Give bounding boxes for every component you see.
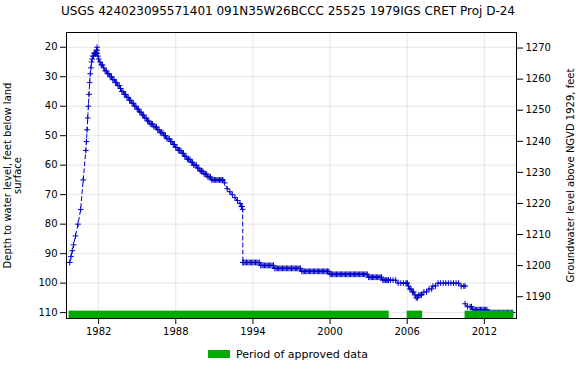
svg-text:1270: 1270 — [526, 42, 551, 53]
svg-text:90: 90 — [45, 248, 58, 259]
svg-text:70: 70 — [45, 189, 58, 200]
svg-text:100: 100 — [38, 277, 57, 288]
svg-text:110: 110 — [38, 307, 57, 318]
svg-text:1988: 1988 — [163, 326, 188, 337]
html-text:Period of approved data: Period of approved data — [235, 347, 369, 361]
svg-text:1230: 1230 — [526, 167, 551, 178]
html-text:USGS 424023095571401 091N35W26: USGS 424023095571401 091N35W26BCCC 25525… — [61, 4, 515, 18]
svg-text:1200: 1200 — [526, 260, 551, 271]
svg-text:1240: 1240 — [526, 136, 551, 147]
svg-text:30: 30 — [45, 71, 58, 82]
svg-text:1994: 1994 — [240, 326, 265, 337]
svg-text:2012: 2012 — [472, 326, 497, 337]
svg-text:1250: 1250 — [526, 104, 551, 115]
svg-text:50: 50 — [45, 130, 58, 141]
svg-text:80: 80 — [45, 218, 58, 229]
svg-text:1260: 1260 — [526, 73, 551, 84]
svg-text:20: 20 — [45, 41, 58, 52]
svg-text:1210: 1210 — [526, 229, 551, 240]
svg-text:1190: 1190 — [526, 291, 551, 302]
svg-text:2006: 2006 — [394, 326, 419, 337]
svg-text:60: 60 — [45, 159, 58, 170]
svg-text:40: 40 — [45, 100, 58, 111]
svg-text:1220: 1220 — [526, 198, 551, 209]
svg-text:2000: 2000 — [317, 326, 342, 337]
svg-text:1982: 1982 — [86, 326, 111, 337]
svg-text:Groundwater level above NGVD 1: Groundwater level above NGVD 1929, feet — [565, 69, 576, 283]
svg-text:Depth to water level, feet bel: Depth to water level, feet below landsur… — [2, 83, 23, 269]
